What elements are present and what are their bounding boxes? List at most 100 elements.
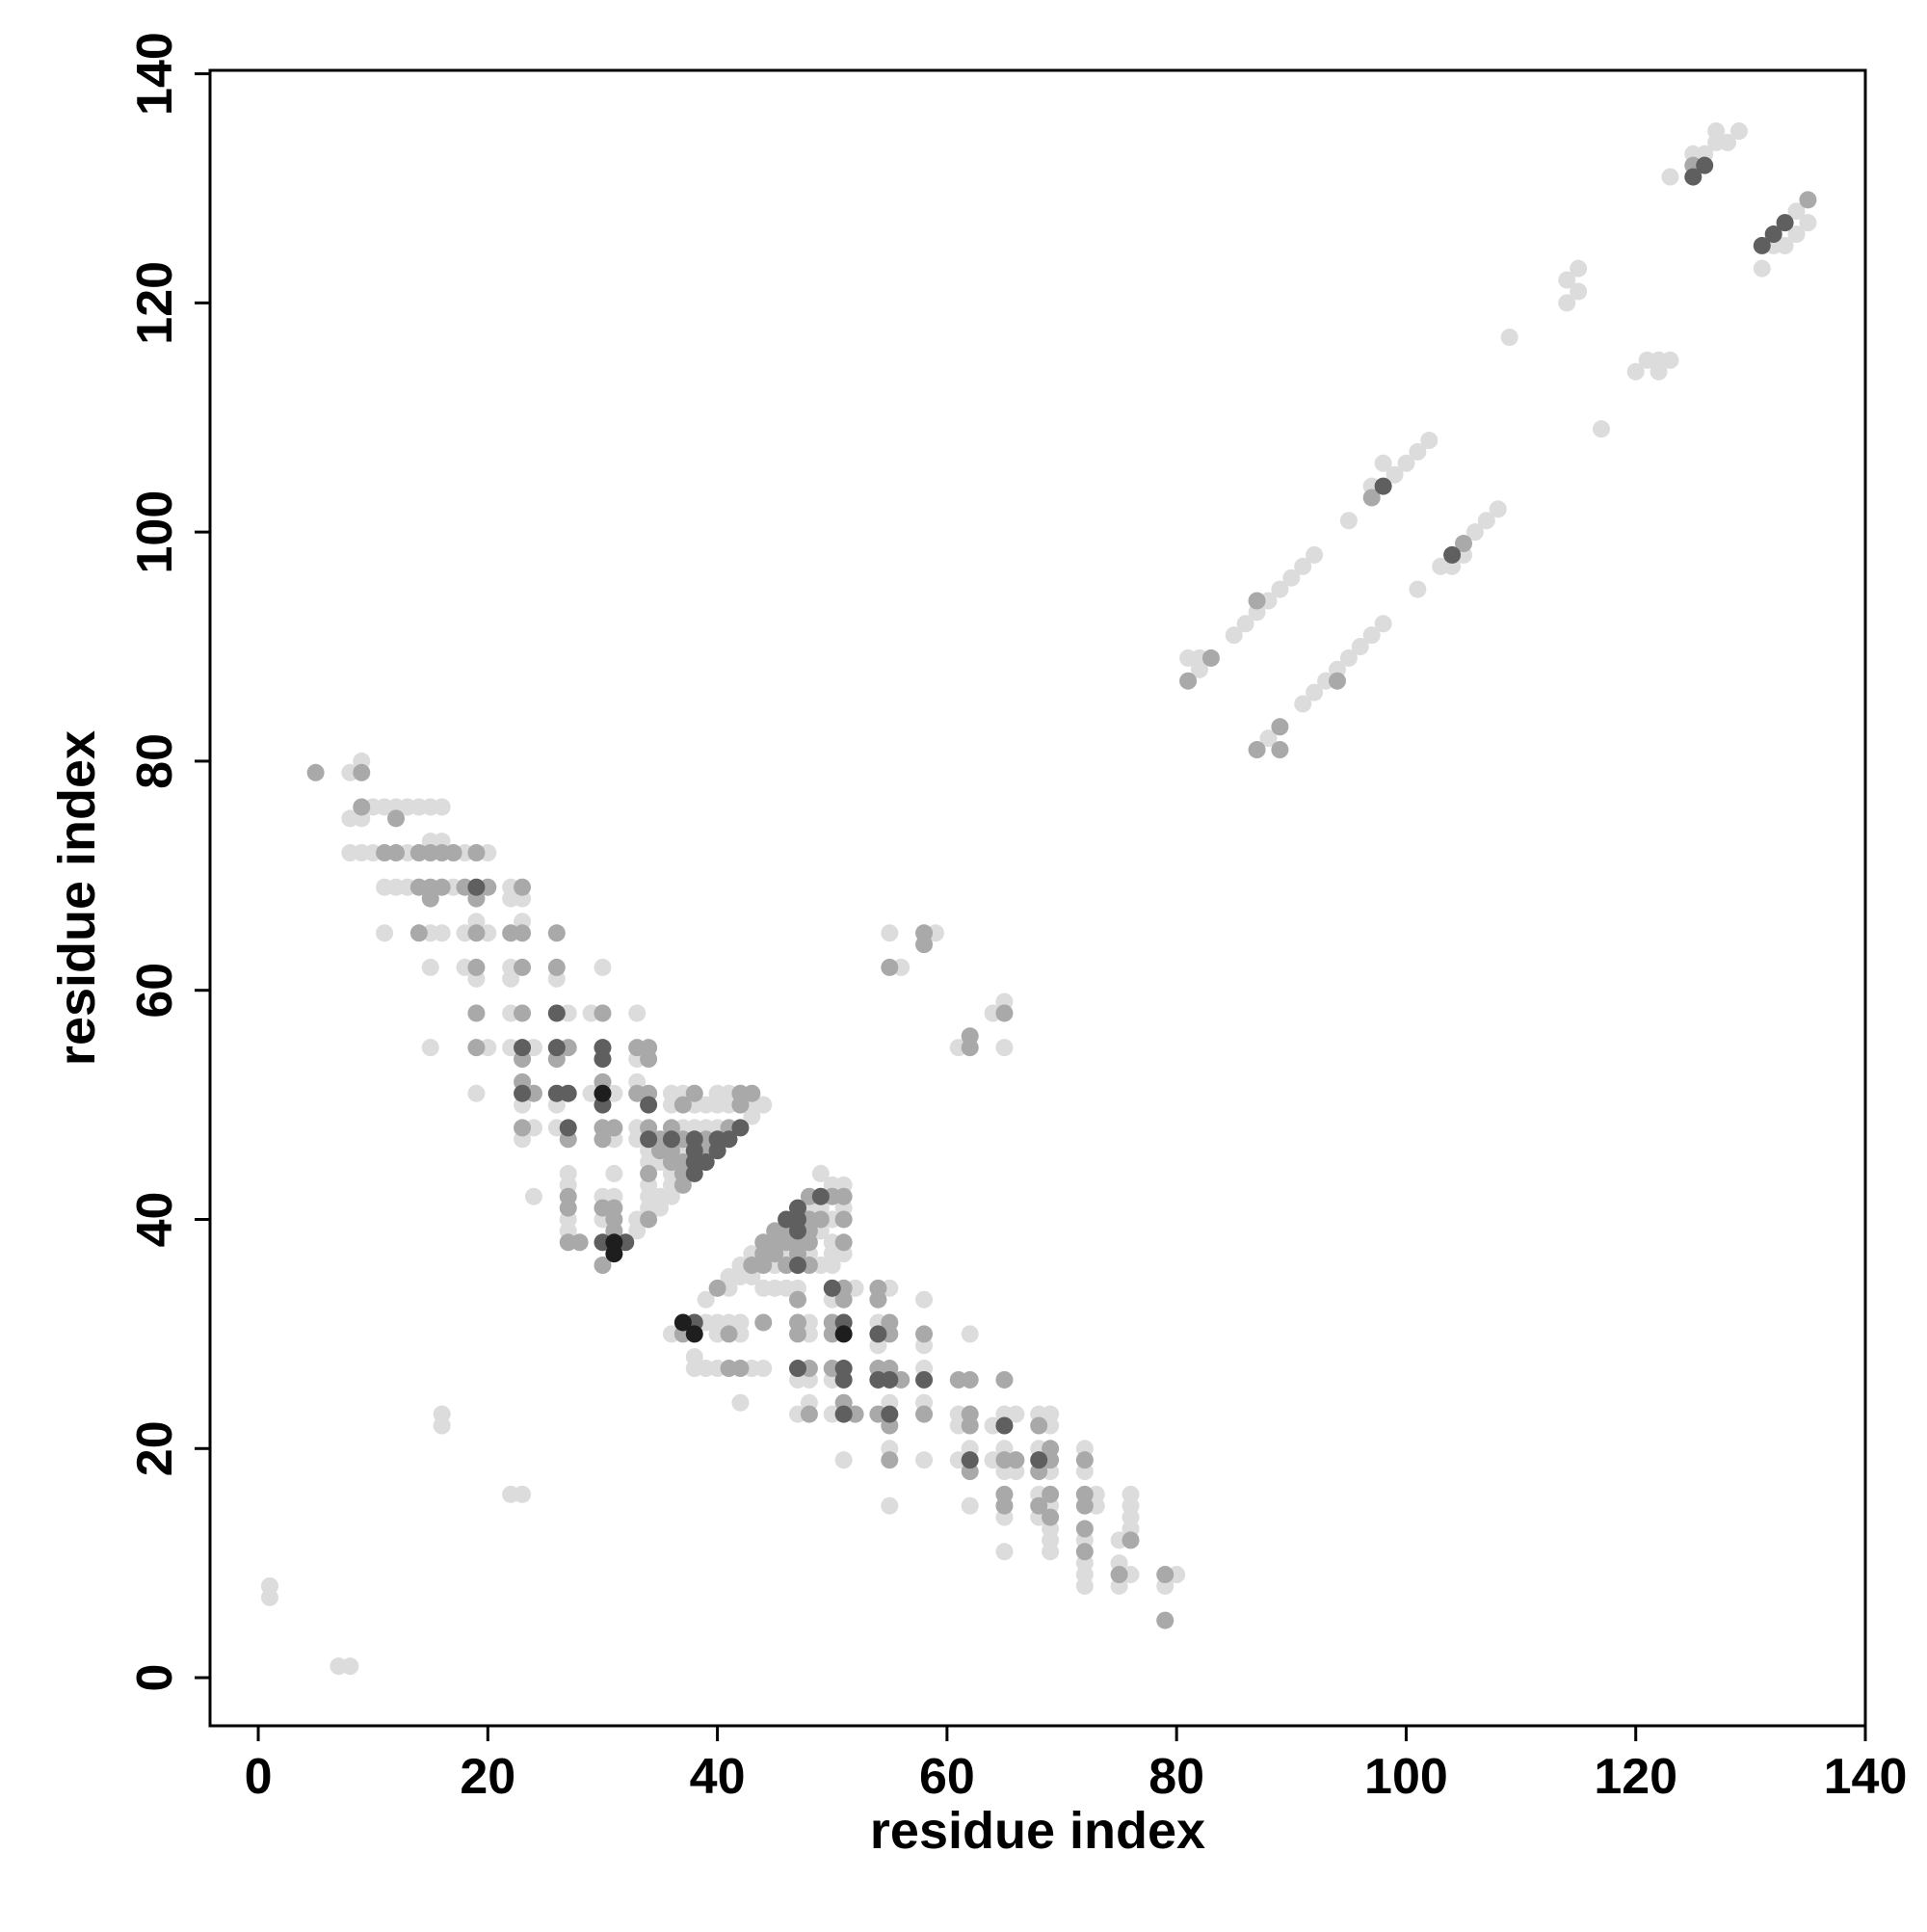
- point: [1075, 1451, 1094, 1469]
- point: [995, 1543, 1014, 1561]
- point: [594, 1050, 612, 1069]
- point: [697, 1153, 715, 1172]
- point: [1661, 168, 1679, 186]
- point: [869, 1325, 887, 1343]
- point: [731, 1096, 750, 1114]
- point: [467, 1004, 486, 1022]
- point: [467, 878, 486, 896]
- point: [433, 878, 451, 896]
- point: [594, 958, 612, 976]
- point: [685, 1084, 703, 1102]
- point: [1075, 1543, 1094, 1561]
- point: [1570, 282, 1588, 301]
- point: [1007, 1451, 1025, 1469]
- point: [823, 1279, 841, 1297]
- point: [961, 1370, 979, 1389]
- point: [1075, 1576, 1094, 1595]
- point: [961, 1027, 979, 1045]
- point: [1661, 351, 1679, 369]
- point: [1420, 432, 1439, 450]
- point: [1443, 545, 1462, 564]
- point: [881, 958, 899, 976]
- point: [1776, 236, 1794, 254]
- point: [605, 1245, 623, 1263]
- point: [433, 924, 451, 942]
- point: [514, 1485, 532, 1503]
- point: [881, 924, 899, 942]
- point: [640, 1164, 658, 1182]
- point: [754, 1313, 773, 1332]
- point: [731, 1360, 750, 1378]
- point: [1339, 512, 1358, 530]
- point: [1500, 329, 1518, 347]
- point: [1351, 638, 1369, 656]
- point: [961, 1416, 979, 1435]
- point: [628, 1222, 647, 1240]
- point: [1374, 615, 1392, 633]
- point: [1558, 271, 1576, 289]
- point: [1110, 1566, 1128, 1584]
- point: [1042, 1543, 1060, 1561]
- point: [731, 1393, 750, 1412]
- point: [1570, 259, 1588, 278]
- point: [433, 798, 451, 816]
- point: [1225, 626, 1243, 645]
- point: [1465, 523, 1484, 542]
- point: [1042, 1485, 1060, 1503]
- point: [559, 1084, 577, 1102]
- point: [1776, 214, 1794, 232]
- x-tick-label: 140: [1824, 1749, 1908, 1805]
- point: [995, 1039, 1014, 1057]
- point: [834, 1325, 853, 1343]
- point: [708, 1142, 726, 1160]
- point: [1799, 191, 1817, 209]
- y-tick-label: 0: [127, 1664, 183, 1692]
- point: [605, 1164, 623, 1182]
- point: [1179, 672, 1198, 690]
- point: [1236, 615, 1254, 633]
- point: [834, 1290, 853, 1309]
- y-tick-label: 80: [127, 733, 183, 789]
- point: [1753, 236, 1771, 254]
- point: [640, 1210, 658, 1229]
- point: [708, 1279, 726, 1297]
- y-tick-label: 140: [127, 32, 183, 116]
- point: [594, 1130, 612, 1149]
- point: [1339, 648, 1358, 667]
- point: [514, 958, 532, 976]
- point: [834, 1210, 853, 1229]
- point: [341, 1657, 359, 1676]
- point: [1122, 1531, 1140, 1549]
- y-tick-label: 60: [127, 963, 183, 1019]
- point: [961, 1496, 979, 1515]
- point: [1306, 545, 1324, 564]
- point: [881, 1451, 899, 1469]
- point: [1294, 695, 1312, 713]
- point: [353, 798, 371, 816]
- point: [1271, 718, 1289, 736]
- point: [915, 1451, 934, 1469]
- point: [514, 1039, 532, 1057]
- y-axis-label: residue index: [48, 730, 106, 1066]
- y-tick-label: 120: [127, 261, 183, 345]
- point: [376, 924, 394, 942]
- point: [1753, 259, 1771, 278]
- point: [1696, 156, 1714, 174]
- point: [409, 924, 428, 942]
- point: [353, 763, 371, 781]
- x-tick-label: 100: [1364, 1749, 1448, 1805]
- point: [788, 1360, 806, 1378]
- point: [869, 1290, 887, 1309]
- point: [754, 1096, 773, 1114]
- point: [514, 1119, 532, 1137]
- point: [547, 1004, 566, 1022]
- point: [1409, 442, 1427, 461]
- point: [1271, 580, 1289, 598]
- point: [915, 1325, 934, 1343]
- point: [1684, 168, 1703, 186]
- point: [673, 1096, 692, 1114]
- point: [387, 809, 406, 828]
- point: [915, 936, 934, 954]
